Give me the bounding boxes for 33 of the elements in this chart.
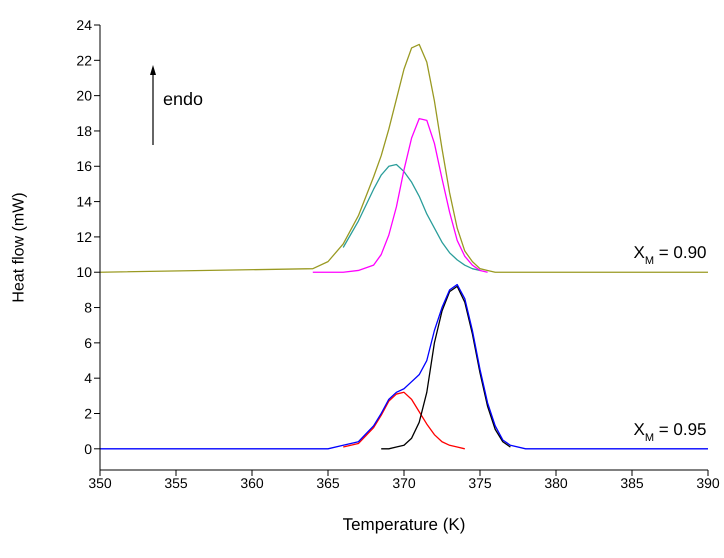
x-tick-label: 365 (316, 474, 340, 491)
x-tick-label: 375 (468, 474, 492, 491)
y-tick-label: 0 (84, 440, 92, 457)
line-series (100, 44, 708, 273)
x-tick-label: 350 (88, 474, 112, 491)
annotation: X$_{M}$ = 0.95 (633, 420, 707, 444)
y-axis-title: Heat flow (mW) (10, 192, 28, 303)
y-tick-label: 10 (76, 264, 92, 280)
line-series (312, 118, 488, 273)
y-tick-label: 12 (76, 228, 92, 245)
y-tick-label: 24 (76, 16, 92, 33)
y-tick-label: 16 (76, 158, 92, 174)
x-tick-label: 370 (392, 474, 416, 491)
y-tick-label: 14 (76, 194, 92, 210)
annotation: endo (163, 89, 204, 109)
y-tick-label: 4 (84, 370, 92, 386)
y-tick-label: 20 (76, 88, 92, 104)
line-series (380, 286, 512, 450)
y-tick-label: 6 (84, 334, 92, 351)
x-tick-label: 360 (240, 474, 264, 491)
line-series (342, 392, 466, 450)
annotation: X$_{M}$ = 0.90 (633, 243, 707, 268)
x-tick-label: 355 (164, 474, 188, 491)
x-tick-label: 390 (696, 474, 720, 491)
y-tick-label: 22 (76, 52, 92, 68)
y-tick-label: 2 (84, 405, 92, 422)
y-tick-label: 18 (76, 122, 92, 139)
x-axis-title: Temperature (K) (342, 515, 466, 534)
y-tick-label: 8 (84, 300, 92, 316)
line-series (342, 164, 481, 272)
line-series (100, 284, 708, 450)
x-tick-label: 385 (620, 474, 644, 491)
x-tick-label: 380 (544, 474, 568, 491)
